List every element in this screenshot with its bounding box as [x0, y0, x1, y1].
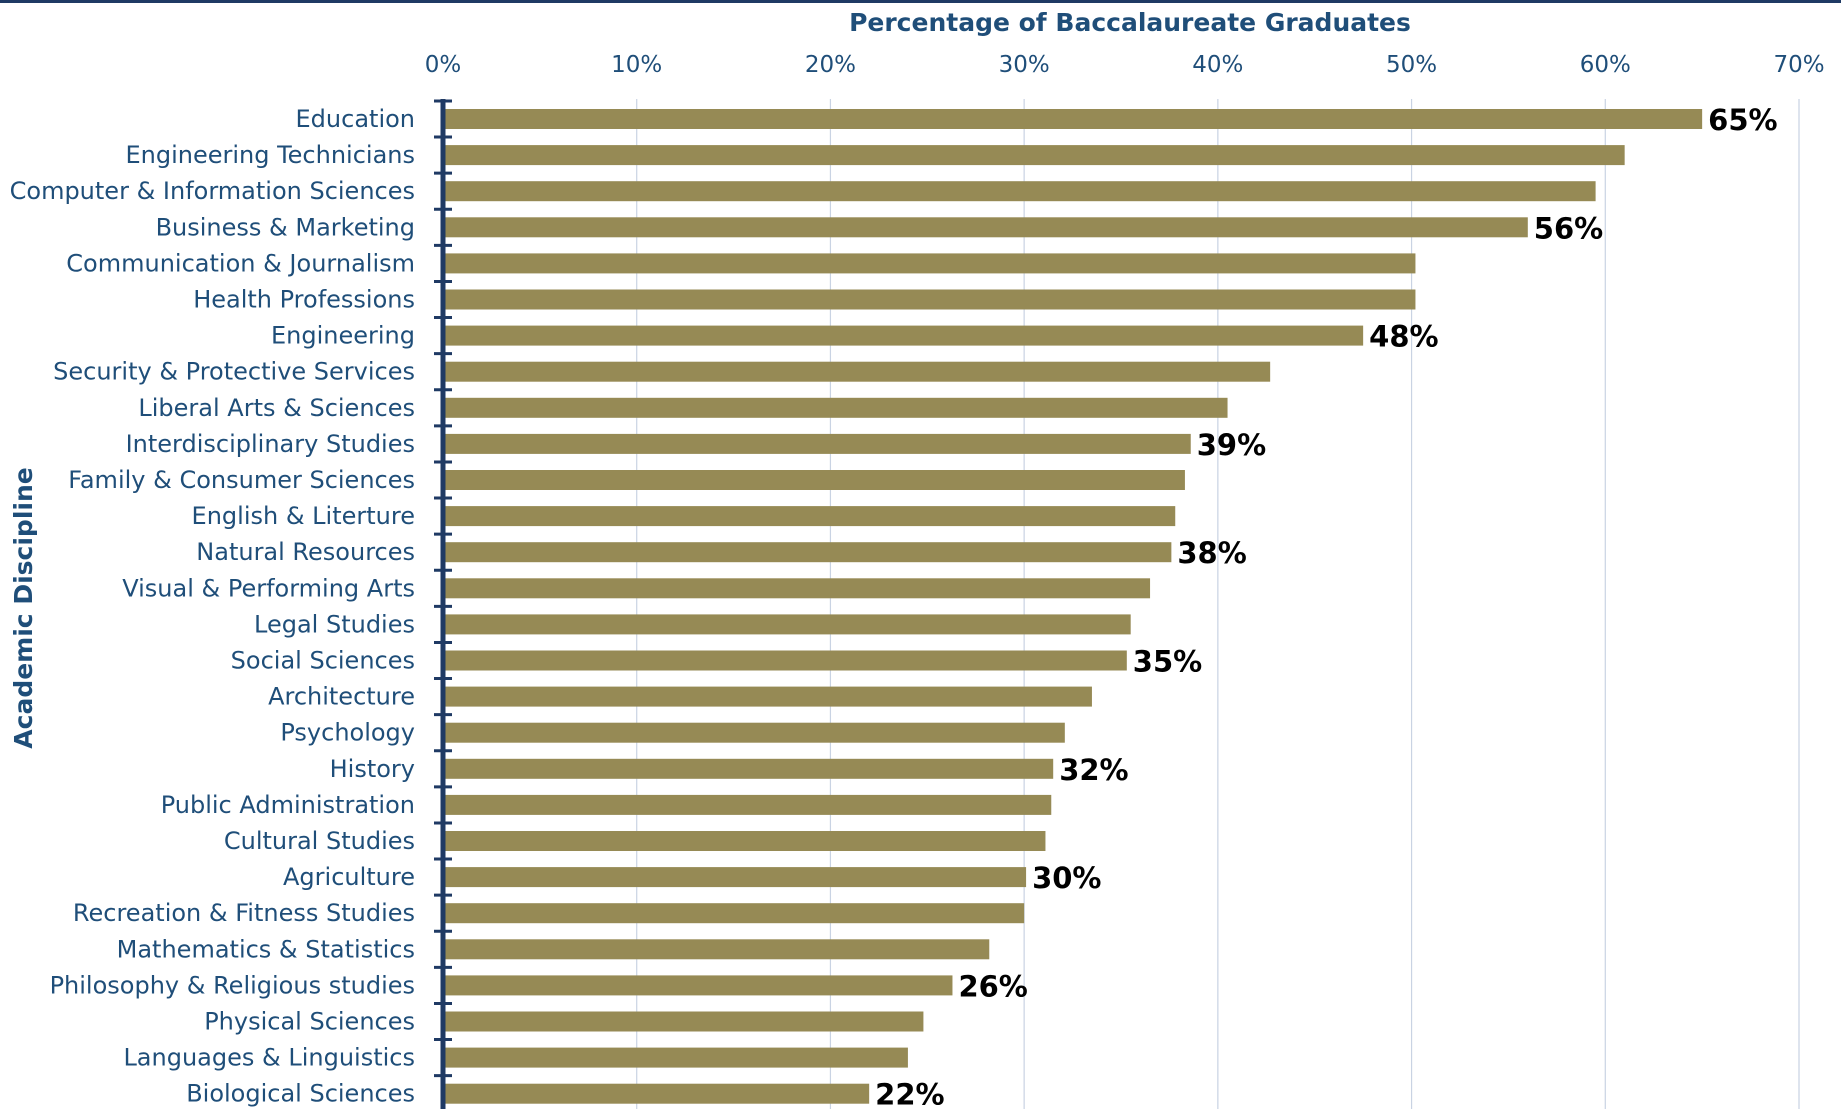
category-label: Security & Protective Services	[53, 358, 415, 386]
x-tick-label: 30%	[999, 52, 1050, 78]
category-label: Engineering Technicians	[125, 141, 415, 169]
bar	[443, 109, 1703, 129]
category-labels: Education Engineering Technicians Computer…	[10, 105, 415, 1108]
y-axis-title: Academic Discipline	[9, 467, 38, 748]
bar	[443, 578, 1151, 599]
data-label: 39%	[1197, 428, 1266, 462]
data-label: 56%	[1534, 211, 1603, 245]
category-label: Recreation & Fitness Studies	[73, 899, 415, 927]
bar	[443, 614, 1131, 635]
bar	[443, 650, 1127, 671]
data-label: 65%	[1708, 103, 1777, 137]
category-label: Legal Studies	[254, 610, 415, 638]
bar	[443, 758, 1054, 779]
category-label: Interdisciplinary Studies	[126, 430, 415, 458]
category-label: Cultural Studies	[224, 827, 415, 855]
category-label: English & Literture	[192, 502, 415, 530]
bar	[443, 1083, 870, 1104]
x-tick-label: 50%	[1386, 52, 1437, 78]
data-labels: 65% 56% 48% 39% 38% 35% 32% 30% 26% 22%	[875, 103, 1777, 1109]
bar	[443, 506, 1176, 527]
category-label: Liberal Arts & Sciences	[138, 394, 415, 422]
x-axis-ticks: 0% 10% 20% 30% 40% 50% 60% 70%	[425, 52, 1825, 78]
data-label: 30%	[1032, 861, 1101, 895]
category-label: Health Professions	[193, 286, 415, 314]
bar	[443, 433, 1191, 454]
category-label: Natural Resources	[196, 538, 415, 566]
x-tick-label: 20%	[805, 52, 856, 78]
category-label: Psychology	[280, 719, 415, 747]
data-label: 32%	[1059, 753, 1128, 787]
category-label: Public Administration	[161, 791, 415, 819]
bar	[443, 794, 1052, 815]
category-label: Biological Sciences	[186, 1080, 415, 1108]
bar	[443, 867, 1027, 888]
bar	[443, 686, 1092, 707]
category-label: Communication & Journalism	[66, 249, 415, 277]
bar	[443, 253, 1416, 274]
bar	[443, 903, 1025, 924]
category-label: Education	[296, 105, 415, 133]
category-label: Agriculture	[283, 863, 415, 891]
x-tick-label: 70%	[1773, 52, 1824, 78]
category-label: Computer & Information Sciences	[10, 177, 415, 205]
bar	[443, 181, 1596, 202]
category-label: History	[330, 755, 415, 783]
category-label: Business & Marketing	[156, 213, 415, 241]
category-label: Physical Sciences	[204, 1008, 415, 1036]
data-label: 48%	[1369, 320, 1438, 354]
category-label: Family & Consumer Sciences	[68, 466, 415, 494]
category-label: Languages & Linguistics	[123, 1044, 415, 1072]
bar	[443, 1011, 924, 1032]
category-label: Visual & Performing Arts	[122, 574, 415, 602]
bar	[443, 397, 1228, 418]
data-label: 22%	[875, 1078, 944, 1109]
bar	[443, 325, 1364, 346]
bar	[443, 542, 1172, 563]
bar	[443, 361, 1271, 382]
x-tick-label: 0%	[425, 52, 462, 78]
top-border	[0, 0, 1841, 3]
bar	[443, 145, 1625, 166]
y-axis	[434, 99, 452, 1109]
category-label: Mathematics & Statistics	[117, 935, 415, 963]
x-tick-label: 10%	[611, 52, 662, 78]
bar	[443, 217, 1528, 238]
bar	[443, 722, 1065, 743]
bar	[443, 289, 1416, 310]
category-label: Engineering	[271, 322, 415, 350]
bar	[443, 1047, 908, 1068]
bar	[443, 831, 1046, 851]
x-tick-label: 60%	[1580, 52, 1631, 78]
bar	[443, 939, 990, 960]
data-label: 26%	[958, 969, 1027, 1003]
bars	[443, 109, 1703, 1104]
x-tick-label: 40%	[1192, 52, 1243, 78]
category-label: Social Sciences	[231, 647, 415, 675]
x-axis-title: Percentage of Baccalaureate Graduates	[849, 8, 1411, 37]
category-label: Architecture	[268, 683, 415, 711]
category-label: Philosophy & Religious studies	[50, 971, 415, 999]
bar	[443, 975, 953, 996]
bar	[443, 470, 1185, 490]
data-label: 35%	[1133, 645, 1202, 679]
data-label: 38%	[1177, 536, 1246, 570]
